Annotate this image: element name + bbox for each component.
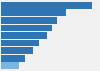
Bar <box>1 2 92 9</box>
Bar <box>1 9 66 16</box>
Bar <box>1 47 33 54</box>
Bar <box>1 40 39 46</box>
Bar <box>1 17 57 24</box>
Bar <box>1 25 52 31</box>
Bar <box>1 62 19 69</box>
Bar <box>1 32 47 39</box>
Bar <box>1 55 26 62</box>
